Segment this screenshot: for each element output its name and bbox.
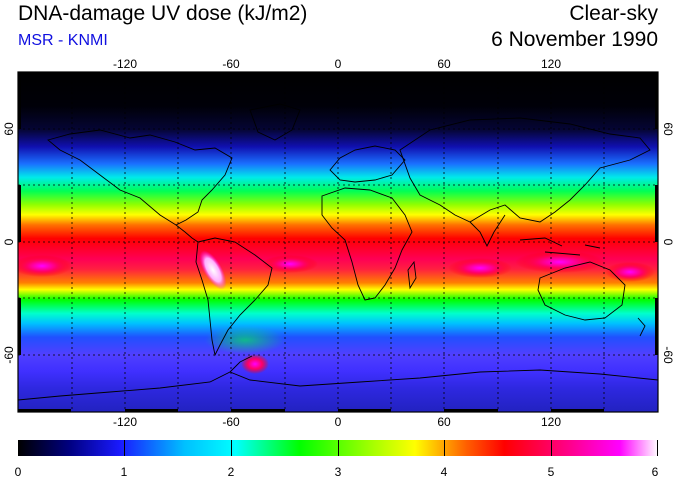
lon-label-bottom: 60 — [437, 415, 451, 429]
colorbar-label: 0 — [15, 465, 22, 479]
colorbar-label: 5 — [548, 465, 555, 479]
source-label: MSR - KNMI — [18, 32, 108, 49]
frame-border-bars — [18, 72, 658, 412]
lon-label-top: 0 — [335, 57, 342, 71]
colorbar-label: 2 — [228, 465, 235, 479]
lat-label-right: 60 — [661, 122, 675, 136]
colorbar-ticks — [18, 440, 658, 456]
lon-label-bottom: 0 — [335, 415, 342, 429]
date-label: 6 November 1990 — [491, 28, 658, 51]
lat-label-left: 60 — [2, 122, 16, 136]
colorbar-label: 6 — [652, 465, 659, 479]
colorbar-label: 4 — [441, 465, 448, 479]
lat-label-right: -60 — [661, 346, 675, 364]
page-title: DNA-damage UV dose (kJ/m2) — [18, 2, 308, 25]
coastlines — [18, 103, 658, 401]
graticule — [18, 72, 658, 412]
lat-label-left: -60 — [2, 346, 16, 364]
lon-label-bottom: -60 — [222, 415, 240, 429]
lon-label-bottom: -120 — [113, 415, 137, 429]
lon-label-top: -120 — [113, 57, 137, 71]
sky-condition-label: Clear-sky — [569, 2, 658, 25]
lon-label-top: 60 — [437, 57, 451, 71]
lon-label-bottom: 120 — [541, 415, 561, 429]
lon-label-top: -60 — [222, 57, 240, 71]
lat-label-left: 0 — [2, 238, 16, 245]
colorbar-label: 3 — [335, 465, 342, 479]
lat-label-right: 0 — [661, 239, 675, 246]
lon-label-top: 120 — [541, 57, 561, 71]
colorbar-label: 1 — [121, 465, 128, 479]
